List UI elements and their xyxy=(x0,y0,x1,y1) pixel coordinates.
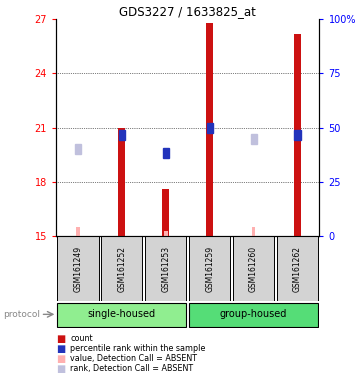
Text: group-housed: group-housed xyxy=(220,310,287,319)
Bar xyxy=(252,227,255,236)
Text: protocol: protocol xyxy=(4,310,40,319)
Text: ■: ■ xyxy=(56,334,65,344)
Text: GSM161249: GSM161249 xyxy=(73,246,82,292)
Text: value, Detection Call = ABSENT: value, Detection Call = ABSENT xyxy=(70,354,197,363)
Text: ■: ■ xyxy=(56,354,65,364)
Bar xyxy=(145,236,186,301)
Bar xyxy=(101,236,143,301)
Bar xyxy=(277,236,318,301)
Bar xyxy=(163,148,169,158)
Bar xyxy=(206,23,213,236)
Text: GSM161260: GSM161260 xyxy=(249,246,258,292)
Title: GDS3227 / 1633825_at: GDS3227 / 1633825_at xyxy=(119,5,256,18)
Text: GSM161252: GSM161252 xyxy=(117,246,126,292)
Bar xyxy=(233,236,274,301)
Text: GSM161259: GSM161259 xyxy=(205,246,214,292)
Text: count: count xyxy=(70,334,93,343)
Bar xyxy=(189,303,318,327)
Bar xyxy=(75,144,81,154)
Bar xyxy=(118,128,125,236)
Text: single-housed: single-housed xyxy=(88,310,156,319)
Bar xyxy=(57,236,99,301)
Bar xyxy=(57,303,186,327)
Bar xyxy=(119,130,125,140)
Bar xyxy=(206,123,213,132)
Bar xyxy=(294,34,301,236)
Text: GSM161253: GSM161253 xyxy=(161,246,170,292)
Text: ■: ■ xyxy=(56,344,65,354)
Text: ■: ■ xyxy=(56,364,65,374)
Bar xyxy=(162,189,169,236)
Text: GSM161262: GSM161262 xyxy=(293,246,302,292)
Bar xyxy=(164,231,168,236)
Bar xyxy=(189,236,230,301)
Text: percentile rank within the sample: percentile rank within the sample xyxy=(70,344,206,353)
Bar xyxy=(76,227,80,236)
Text: rank, Detection Call = ABSENT: rank, Detection Call = ABSENT xyxy=(70,364,193,373)
Bar xyxy=(295,130,301,140)
Bar xyxy=(251,134,257,144)
